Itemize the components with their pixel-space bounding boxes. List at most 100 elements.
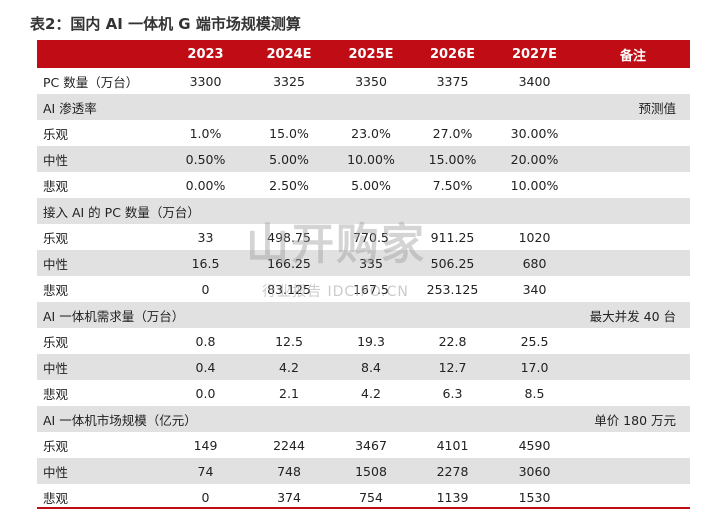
row-label: 乐观 bbox=[43, 334, 69, 350]
value-cell: 167.5 bbox=[353, 281, 389, 297]
value-cell: 680 bbox=[493, 250, 576, 276]
row-label: 中性 bbox=[37, 354, 163, 380]
value-cell: 23.0% bbox=[351, 125, 391, 141]
value-cell: 340 bbox=[522, 281, 547, 297]
row-note bbox=[576, 68, 690, 94]
table-row: 中性 0.4 4.2 8.4 12.7 17.0 bbox=[37, 354, 690, 380]
table-row: AI 一体机市场规模（亿元） 单价 180 万元 bbox=[37, 406, 690, 432]
value-cell: 3467 bbox=[355, 437, 387, 453]
table-row: 悲观 0 374 754 1139 1530 bbox=[37, 484, 690, 510]
value-cell: 1139 bbox=[436, 489, 469, 505]
value-cell: 754 bbox=[359, 489, 383, 505]
value-cell bbox=[412, 198, 493, 224]
value-cell bbox=[163, 406, 248, 432]
value-cell: 335 bbox=[330, 250, 412, 276]
value-cell: 1020 bbox=[518, 229, 551, 245]
value-cell: 7.50% bbox=[432, 177, 473, 193]
value-cell bbox=[493, 198, 576, 224]
value-cell: 1.0% bbox=[189, 125, 222, 141]
value-cell: 5.00% bbox=[351, 177, 391, 193]
value-cell: 149 bbox=[193, 437, 218, 453]
header-blank bbox=[37, 40, 163, 68]
header-year-2027e: 2027E bbox=[493, 40, 576, 68]
row-label: AI 一体机需求量（万台） bbox=[37, 302, 184, 328]
value-cell: 506.25 bbox=[412, 250, 493, 276]
value-cell: 0.00% bbox=[185, 177, 226, 193]
table-row: 乐观 0.8 12.5 19.3 22.8 25.5 bbox=[37, 328, 690, 354]
value-cell bbox=[163, 94, 248, 120]
table-row: 悲观 0 83.125 167.5 253.125 340 bbox=[37, 276, 690, 302]
value-cell bbox=[412, 94, 493, 120]
row-label: 乐观 bbox=[43, 438, 69, 454]
value-cell: 83.125 bbox=[267, 281, 311, 297]
row-note bbox=[576, 250, 690, 276]
value-cell: 3325 bbox=[273, 73, 305, 89]
value-cell: 0.50% bbox=[163, 146, 248, 172]
value-cell bbox=[163, 198, 248, 224]
value-cell: 8.5 bbox=[524, 385, 545, 401]
value-cell: 17.0 bbox=[493, 354, 576, 380]
value-cell: 5.00% bbox=[248, 146, 330, 172]
table-row: 乐观 33 498.75 770.5 911.25 1020 bbox=[37, 224, 690, 250]
value-cell: 15.00% bbox=[412, 146, 493, 172]
row-label: 乐观 bbox=[43, 230, 69, 246]
value-cell bbox=[330, 94, 412, 120]
header-note: 备注 bbox=[576, 40, 690, 68]
table-row: AI 渗透率 预测值 bbox=[37, 94, 690, 120]
value-cell: 2278 bbox=[412, 458, 493, 484]
table-row: 中性 0.50% 5.00% 10.00% 15.00% 20.00% bbox=[37, 146, 690, 172]
row-note bbox=[576, 458, 690, 484]
row-label: AI 一体机市场规模（亿元） bbox=[37, 406, 197, 432]
value-cell: 374 bbox=[277, 489, 301, 505]
value-cell bbox=[412, 406, 493, 432]
value-cell bbox=[248, 94, 330, 120]
table-bottom-rule bbox=[37, 507, 690, 509]
table-row: PC 数量（万台） 3300 3325 3350 3375 3400 bbox=[37, 68, 690, 94]
value-cell bbox=[412, 302, 493, 328]
value-cell: 22.8 bbox=[438, 333, 467, 349]
row-note bbox=[576, 198, 690, 224]
table-row: 乐观 1.0% 15.0% 23.0% 27.0% 30.00% bbox=[37, 120, 690, 146]
value-cell: 10.00% bbox=[510, 177, 559, 193]
value-cell: 27.0% bbox=[432, 125, 473, 141]
value-cell bbox=[330, 302, 412, 328]
row-note: 单价 180 万元 bbox=[576, 406, 690, 432]
header-year-2023: 2023 bbox=[163, 40, 248, 68]
value-cell: 253.125 bbox=[426, 281, 479, 297]
table-row: 接入 AI 的 PC 数量（万台） bbox=[37, 198, 690, 224]
row-note bbox=[576, 172, 690, 198]
value-cell: 770.5 bbox=[353, 229, 389, 245]
table-row: AI 一体机需求量（万台） 最大并发 40 台 bbox=[37, 302, 690, 328]
row-note bbox=[576, 354, 690, 380]
row-note bbox=[576, 380, 690, 406]
value-cell bbox=[330, 406, 412, 432]
value-cell: 911.25 bbox=[430, 229, 475, 245]
value-cell bbox=[163, 302, 248, 328]
row-label: 中性 bbox=[37, 146, 163, 172]
value-cell: 10.00% bbox=[330, 146, 412, 172]
value-cell: 4590 bbox=[518, 437, 551, 453]
value-cell: 3060 bbox=[493, 458, 576, 484]
row-label: AI 渗透率 bbox=[37, 94, 163, 120]
value-cell: 16.5 bbox=[163, 250, 248, 276]
value-cell: 0.4 bbox=[163, 354, 248, 380]
value-cell: 8.4 bbox=[330, 354, 412, 380]
row-label: 接入 AI 的 PC 数量（万台） bbox=[37, 198, 200, 224]
value-cell bbox=[248, 406, 330, 432]
row-label: 中性 bbox=[37, 458, 163, 484]
table-row: 乐观 149 2244 3467 4101 4590 bbox=[37, 432, 690, 458]
value-cell bbox=[493, 406, 576, 432]
market-size-table: 2023 2024E 2025E 2026E 2027E 备注 PC 数量（万台… bbox=[37, 40, 690, 510]
value-cell: 6.3 bbox=[442, 385, 463, 401]
row-label: 中性 bbox=[37, 250, 163, 276]
value-cell: 748 bbox=[248, 458, 330, 484]
value-cell bbox=[248, 198, 330, 224]
table-row: 中性 74 748 1508 2278 3060 bbox=[37, 458, 690, 484]
value-cell: 12.7 bbox=[412, 354, 493, 380]
row-note bbox=[576, 432, 690, 458]
value-cell: 3400 bbox=[518, 73, 551, 89]
row-label: 乐观 bbox=[43, 126, 69, 142]
value-cell: 30.00% bbox=[510, 125, 559, 141]
value-cell bbox=[493, 302, 576, 328]
value-cell: 33 bbox=[197, 229, 214, 245]
